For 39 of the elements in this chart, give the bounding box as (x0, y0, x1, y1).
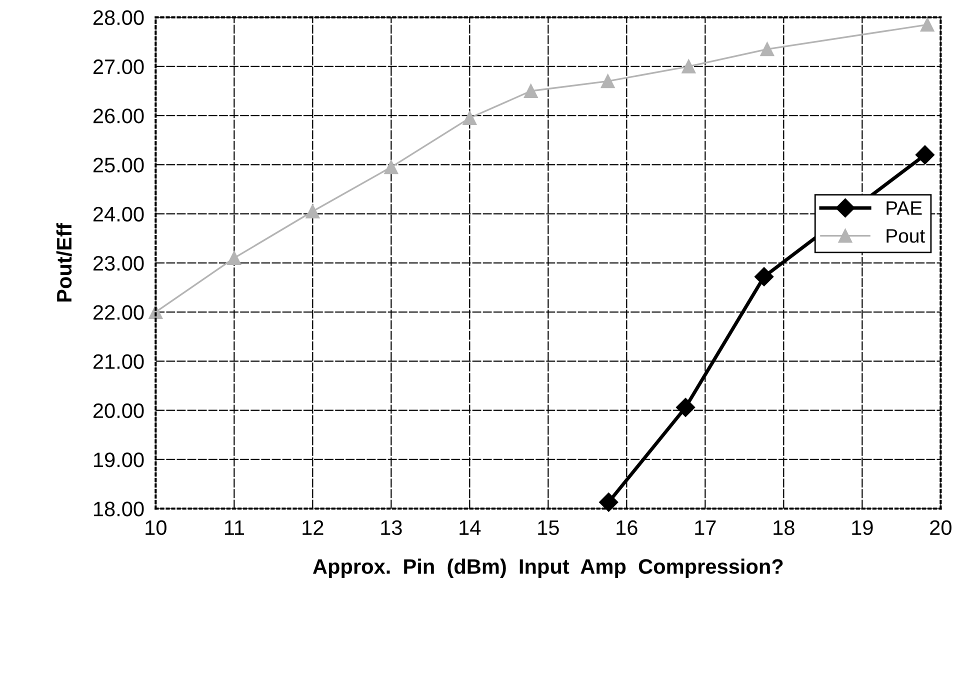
y-tick-label: 18.00 (94, 502, 144, 516)
y-tick-label: 26.00 (93, 108, 144, 124)
y-tick-label: 27.00 (93, 59, 144, 74)
point (384, 160, 398, 174)
x-axis-title: Approx. Pin (dBm) Input Amp Compression? (312, 558, 783, 578)
y-tick-label: 24.00 (93, 206, 144, 222)
y-axis-title: Pout/Eff (56, 222, 72, 302)
x-tick-label: 17 (695, 520, 716, 535)
point (676, 398, 696, 417)
point (524, 84, 538, 98)
point (760, 42, 774, 56)
y-tick-label: 20.00 (93, 403, 144, 418)
x-tick-label: 10 (146, 520, 166, 536)
y-tick-label: 23.00 (93, 256, 144, 271)
point (600, 74, 615, 88)
x-tick-label: 20 (930, 520, 952, 536)
x-tick-label: 12 (302, 520, 324, 535)
point (915, 145, 935, 164)
y-tick-label: 19.00 (94, 452, 144, 468)
point (599, 492, 618, 512)
x-tick-label: 11 (224, 520, 244, 535)
point (227, 251, 242, 265)
y-tick-label: 21.00 (93, 354, 144, 369)
point (920, 18, 934, 32)
point (462, 111, 477, 125)
legend-label: PAE (886, 201, 922, 215)
point (306, 204, 320, 218)
point (754, 267, 774, 286)
x-tick-label: 15 (538, 520, 559, 536)
x-tick-label: 14 (460, 520, 481, 535)
x-tick-label: 13 (381, 520, 402, 536)
x-tick-label: 16 (616, 520, 638, 536)
point (682, 59, 696, 74)
y-tick-label: 28.00 (93, 10, 144, 26)
y-tick-label: 25.00 (93, 158, 144, 172)
y-tick-label: 22.00 (93, 305, 144, 320)
legend-label: Pout (886, 229, 925, 243)
x-tick-label: 18 (774, 520, 794, 536)
x-tick-label: 19 (852, 520, 873, 536)
